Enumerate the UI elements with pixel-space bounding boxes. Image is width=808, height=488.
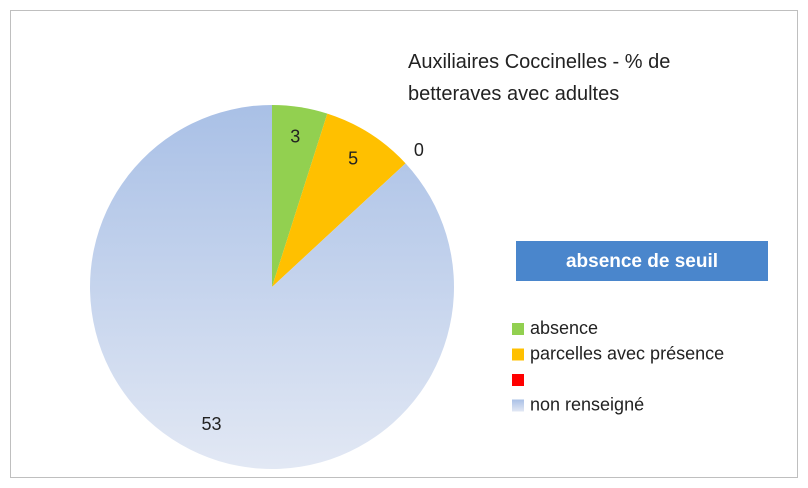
data-label: 0	[414, 140, 424, 160]
annotation: absence de seuil	[566, 251, 718, 272]
data-label: 5	[348, 148, 358, 168]
data-label: 53	[201, 414, 221, 434]
legend-label: non renseigné	[530, 394, 644, 414]
data-label: 3	[290, 126, 300, 146]
legend-swatch	[512, 348, 524, 361]
legend-swatch	[512, 374, 524, 386]
legend-label: absence	[530, 318, 598, 338]
pie-slice	[90, 105, 454, 470]
chart-title: Auxiliaires Coccinelles - % de betterave…	[408, 51, 671, 105]
pie-slice	[272, 113, 406, 287]
legend-label: parcelles avec présence	[530, 343, 724, 363]
annotation-banner	[516, 241, 768, 281]
legend-swatch	[512, 323, 524, 335]
pie-slice	[272, 105, 328, 287]
legend-swatch	[512, 399, 524, 412]
